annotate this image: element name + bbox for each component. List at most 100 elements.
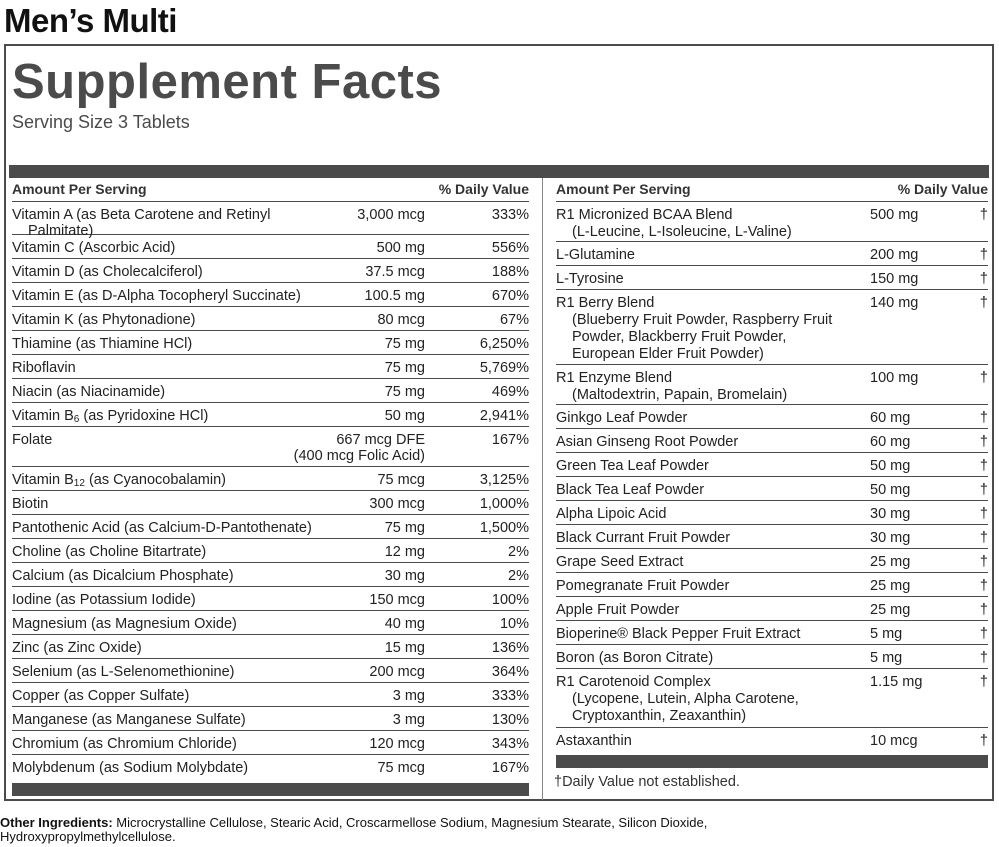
daily-value-dagger: † <box>979 295 988 311</box>
ingredient-detail: (Lycopene, Lutein, Alpha Carotene, <box>572 691 799 707</box>
nutrient-name-text: Zinc (as Zinc Oxide) <box>12 640 142 656</box>
ingredient-name-text: Apple Fruit Powder <box>556 602 680 618</box>
amount-value: 30 mg <box>384 568 425 584</box>
amount: 1.15 mg <box>870 674 923 690</box>
ingredient-name-text: Asian Ginseng Root Powder <box>556 434 739 450</box>
daily-value: 556% <box>491 240 529 256</box>
nutrient-name: Folate <box>12 432 52 448</box>
ingredient-detail: Cryptoxanthin, Zeaxanthin) <box>572 708 747 724</box>
nutrient-name: Vitamin B12 (as Cyanocobalamin) <box>12 472 226 489</box>
amount-value: 75 mg <box>384 520 425 536</box>
table-row: Vitamin D (as Cholecalciferol) 37.5 mcg 18… <box>12 259 529 283</box>
table-row: Magnesium (as Magnesium Oxide) 40 mg 10% <box>12 611 529 635</box>
daily-value: 1,000% <box>479 496 529 512</box>
ingredient-name-text: Astaxanthin <box>556 733 632 749</box>
ingredient-name-text: Ginkgo Leaf Powder <box>556 410 688 426</box>
daily-value: 100% <box>491 592 529 608</box>
daily-value-dagger: † <box>979 626 988 642</box>
ingredient-name-text: Bioperine® Black Pepper Fruit Extract <box>556 626 801 642</box>
daily-value-label: % Daily Value <box>438 181 529 197</box>
daily-value: 5,769% <box>479 360 529 376</box>
table-row: Pomegranate Fruit Powder 25 mg † <box>556 573 988 597</box>
daily-value: 67% <box>499 312 529 328</box>
amount: 37.5 mcg <box>365 264 425 280</box>
table-row: Boron (as Boron Citrate) 5 mg † <box>556 645 988 669</box>
nutrient-name-text: Niacin (as Niacinamide) <box>12 384 166 400</box>
other-ingredients: Other Ingredients: Microcrystalline Cell… <box>0 816 999 844</box>
amount: 50 mg <box>385 408 425 424</box>
panel-title: Supplement Facts <box>12 55 443 109</box>
daily-value-dagger: † <box>979 410 988 426</box>
nutrient-name-text: Folate <box>12 432 53 448</box>
table-row: Asian Ginseng Root Powder 60 mg † <box>556 429 988 453</box>
ingredient-name-text: Alpha Lipoic Acid <box>556 506 667 522</box>
amount: 500 mg <box>377 240 425 256</box>
nutrient-name-text: Pantothenic Acid (as Calcium-D-Pantothen… <box>12 520 312 536</box>
nutrient-name: Chromium (as Chromium Chloride) <box>12 736 237 752</box>
daily-value-dagger: † <box>979 370 988 386</box>
ingredient-name: Boron (as Boron Citrate) <box>556 650 713 667</box>
table-row: Biotin 300 mcg 1,000% <box>12 491 529 515</box>
table-row: Vitamin B12 (as Cyanocobalamin) 75 mcg 3,1… <box>12 467 529 491</box>
nutrient-name: Riboflavin <box>12 360 76 376</box>
ingredient-name: Ginkgo Leaf Powder <box>556 410 687 427</box>
nutrient-name: Vitamin K (as Phytonadione) <box>12 312 196 328</box>
table-row: Black Tea Leaf Powder 50 mg † <box>556 477 988 501</box>
nutrient-name: Copper (as Copper Sulfate) <box>12 688 189 704</box>
daily-value: 333% <box>491 688 529 704</box>
ingredient-name: Astaxanthin <box>556 733 632 750</box>
ingredient-detail: European Elder Fruit Powder) <box>572 346 764 362</box>
nutrient-name: Iodine (as Potassium Iodide) <box>12 592 196 608</box>
daily-value: 364% <box>491 664 529 680</box>
ingredient-name-text: Pomegranate Fruit Powder <box>556 578 730 594</box>
amount-value: 50 mg <box>384 408 425 424</box>
ingredient-name: R1 Micronized BCAA Blend (L-Leucine, L-Is… <box>556 207 792 241</box>
supplement-facts-panel: Supplement Facts Serving Size 3 Tablets … <box>4 44 994 801</box>
table-row: Astaxanthin 10 mcg † <box>556 728 988 752</box>
nutrient-name-part: (as Cyanocobalamin) <box>84 472 226 488</box>
amount: 500 mg <box>870 207 919 223</box>
amount: 60 mg <box>870 410 911 426</box>
left-column-header: Amount Per Serving % Daily Value <box>12 178 529 202</box>
table-row: Zinc (as Zinc Oxide) 15 mg 136% <box>12 635 529 659</box>
daily-value: 130% <box>491 712 529 728</box>
nutrient-name: Magnesium (as Magnesium Oxide) <box>12 616 237 632</box>
nutrient-name-part: (as Pyridoxine HCl) <box>79 408 209 424</box>
amount-value: 150 mcg <box>369 592 425 608</box>
amount: 200 mg <box>870 247 919 263</box>
ingredient-detail: (L-Leucine, L-Isoleucine, L-Valine) <box>572 224 792 240</box>
daily-value-dagger: † <box>979 434 988 450</box>
daily-value-dagger: † <box>979 207 988 223</box>
ingredient-name: Green Tea Leaf Powder <box>556 458 709 475</box>
nutrient-name-text: Manganese (as Manganese Sulfate) <box>12 712 246 728</box>
nutrient-name-part: Vitamin B <box>12 472 74 488</box>
nutrient-name-text: Thiamine (as Thiamine HCl) <box>12 336 193 352</box>
amount-value: 75 mg <box>384 336 425 352</box>
table-row: Molybdenum (as Sodium Molybdate) 75 mcg 16… <box>12 755 529 779</box>
amount: 140 mg <box>870 295 919 311</box>
daily-value-label: % Daily Value <box>897 181 988 197</box>
ingredient-name-text: Boron (as Boron Citrate) <box>556 650 714 666</box>
amount-value: 300 mcg <box>369 496 425 512</box>
amount: 10 mcg <box>870 733 918 749</box>
daily-value-dagger: † <box>979 247 988 263</box>
amount: 75 mcg <box>377 472 425 488</box>
ingredient-name: R1 Carotenoid Complex (Lycopene, Lutein, … <box>556 674 799 725</box>
table-row: R1 Enzyme Blend (Maltodextrin, Papain, Br… <box>556 365 988 405</box>
table-row: L-Tyrosine 150 mg † <box>556 266 988 290</box>
ingredient-name: Bioperine® Black Pepper Fruit Extract <box>556 626 800 643</box>
ingredient-name-text: L-Glutamine <box>556 247 635 263</box>
table-row: Vitamin K (as Phytonadione) 80 mcg 67% <box>12 307 529 331</box>
table-row: Bioperine® Black Pepper Fruit Extract 5 m… <box>556 621 988 645</box>
ingredient-name: Apple Fruit Powder <box>556 602 679 619</box>
amount-value: 75 mg <box>384 360 425 376</box>
nutrient-name: Molybdenum (as Sodium Molybdate) <box>12 760 248 776</box>
amount-value: 3 mg <box>392 688 425 704</box>
subscript: 12 <box>73 478 85 489</box>
daily-value-dagger: † <box>979 506 988 522</box>
table-row: Apple Fruit Powder 25 mg † <box>556 597 988 621</box>
amount: 150 mcg <box>369 592 425 608</box>
daily-value-dagger: † <box>979 458 988 474</box>
nutrient-name: Vitamin A (as Beta Carotene and Retinyl P… <box>12 207 270 239</box>
amount: 100 mg <box>870 370 919 386</box>
